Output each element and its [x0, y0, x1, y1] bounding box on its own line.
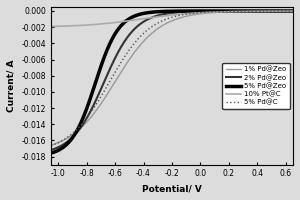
- 5% Pd@Zeo: [156, 11, 159, 13]
- 5% Pd@C: [147, 28, 151, 30]
- Y-axis label: Current/ A: Current/ A: [7, 60, 16, 112]
- 1% Pd@Zeo: [238, 10, 242, 13]
- 5% Pd@Zeo: [215, 10, 219, 12]
- 5% Pd@Zeo: [238, 10, 242, 12]
- Line: 1% Pd@Zeo: 1% Pd@Zeo: [51, 11, 293, 145]
- 2% Pd@Zeo: [49, 149, 53, 151]
- 5% Pd@Zeo: [49, 152, 53, 154]
- Line: 2% Pd@Zeo: 2% Pd@Zeo: [51, 11, 293, 150]
- Legend: 1% Pd@Zeo, 2% Pd@Zeo, 5% Pd@Zeo, 10% Pt@C, 5% Pd@C: 1% Pd@Zeo, 2% Pd@Zeo, 5% Pd@Zeo, 10% Pt@…: [222, 63, 290, 109]
- 10% Pt@C: [74, 24, 77, 27]
- 5% Pd@C: [238, 10, 242, 12]
- 1% Pd@Zeo: [147, 35, 151, 37]
- 1% Pd@Zeo: [242, 10, 246, 13]
- 1% Pd@Zeo: [215, 11, 219, 14]
- 5% Pd@C: [215, 10, 219, 13]
- Line: 5% Pd@Zeo: 5% Pd@Zeo: [51, 11, 293, 153]
- 5% Pd@C: [291, 10, 295, 12]
- 1% Pd@Zeo: [156, 28, 159, 30]
- 1% Pd@Zeo: [49, 144, 53, 147]
- 5% Pd@C: [242, 10, 246, 12]
- 5% Pd@C: [49, 144, 53, 147]
- 5% Pd@Zeo: [74, 132, 77, 134]
- 5% Pd@C: [74, 129, 77, 132]
- 10% Pt@C: [242, 10, 246, 13]
- 10% Pt@C: [156, 16, 159, 18]
- 2% Pd@Zeo: [238, 10, 242, 12]
- X-axis label: Potential/ V: Potential/ V: [142, 184, 202, 193]
- Line: 10% Pt@C: 10% Pt@C: [51, 11, 293, 26]
- 5% Pd@Zeo: [291, 10, 295, 12]
- 2% Pd@Zeo: [242, 10, 246, 12]
- 2% Pd@Zeo: [215, 10, 219, 12]
- 5% Pd@Zeo: [242, 10, 246, 12]
- 2% Pd@Zeo: [74, 133, 77, 135]
- 5% Pd@Zeo: [147, 11, 151, 14]
- 1% Pd@Zeo: [74, 131, 77, 134]
- 10% Pt@C: [291, 10, 295, 12]
- 10% Pt@C: [49, 25, 53, 28]
- 10% Pt@C: [238, 10, 242, 13]
- 2% Pd@Zeo: [291, 10, 295, 12]
- 10% Pt@C: [215, 11, 219, 13]
- Line: 5% Pd@C: 5% Pd@C: [51, 11, 293, 146]
- 2% Pd@Zeo: [156, 14, 159, 17]
- 10% Pt@C: [147, 17, 151, 19]
- 5% Pd@C: [156, 22, 159, 24]
- 2% Pd@Zeo: [147, 18, 151, 20]
- 1% Pd@Zeo: [291, 10, 295, 12]
